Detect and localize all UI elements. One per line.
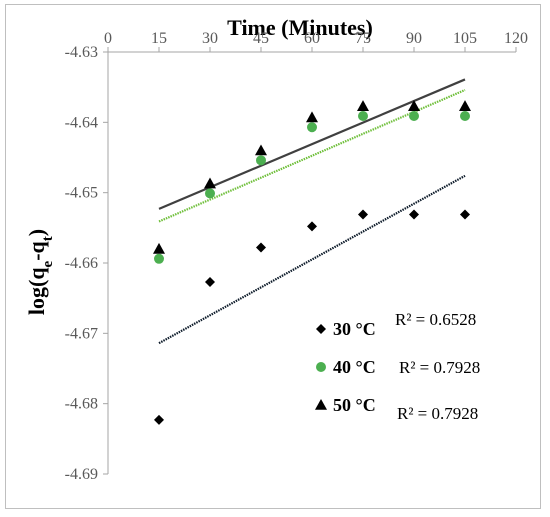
data-point-series-3	[255, 144, 267, 156]
trendline-3	[158, 78, 466, 210]
data-point-series-2	[154, 253, 164, 264]
y-label-mid: -q	[24, 240, 49, 260]
legend-label-1: 30 °C	[333, 319, 376, 339]
data-point-series-3	[306, 111, 318, 123]
y-tick-label: -4.67	[65, 325, 98, 342]
x-tick-label: 120	[504, 30, 528, 47]
data-point-series-1	[256, 242, 266, 253]
y-label-base: log(q	[24, 267, 49, 315]
data-point-series-2	[358, 111, 368, 122]
y-label-end: )	[24, 229, 49, 236]
data-point-series-3	[204, 177, 216, 189]
r-squared-label-3: R² = 0.7928	[397, 404, 478, 423]
legend-marker-3	[315, 399, 327, 410]
y-tick-label: -4.63	[65, 44, 98, 61]
data-point-series-1	[460, 209, 470, 220]
axes: 0 15 30 45 60 75 90 105 120 -4.63 -4.64 -4.65 -4.66 -…	[65, 30, 528, 483]
legend-marker-1	[316, 324, 326, 334]
data-point-series-1	[154, 414, 164, 425]
chart-title: Time (Minutes)	[227, 15, 373, 40]
x-tick-label: 75	[355, 30, 371, 47]
y-label-sub-e: e	[40, 260, 56, 267]
data-point-series-1	[409, 209, 419, 220]
legend: 30 °C R² = 0.6528 40 °C R² = 0.7928 50 °C R² …	[315, 310, 480, 423]
x-tick-label: 0	[104, 30, 112, 47]
data-point-series-2	[460, 111, 470, 122]
data-point-series-3	[153, 242, 165, 254]
r-squared-label-2: R² = 0.7928	[399, 358, 480, 377]
data-point-series-2	[307, 122, 317, 133]
data-point-series-2	[409, 111, 419, 122]
y-tick-label: -4.64	[65, 114, 98, 131]
data-point-series-1	[358, 209, 368, 220]
y-tick-label: -4.66	[65, 255, 98, 272]
x-tick-label: 30	[202, 30, 218, 47]
data-point-series-3	[357, 100, 369, 111]
y-label-sub-t: t	[40, 236, 56, 241]
legend-label-3: 50 °C	[333, 395, 376, 415]
data-point-series-2	[256, 155, 266, 166]
x-tick-label: 90	[406, 30, 422, 47]
trendline-1	[158, 174, 466, 345]
data-point-series-3	[459, 100, 471, 111]
y-tick-label: -4.65	[65, 185, 98, 202]
data-point-series-1	[307, 221, 317, 232]
chart-frame	[5, 4, 541, 509]
y-tick-label: -4.69	[65, 466, 98, 483]
r-squared-label-1: R² = 0.6528	[395, 310, 476, 329]
legend-marker-2	[316, 362, 326, 372]
x-tick-label: 105	[453, 30, 477, 47]
legend-label-2: 40 °C	[333, 357, 376, 377]
data-point-series-3	[408, 100, 420, 111]
y-axis-label: log(qe-qt)	[24, 229, 56, 315]
data-point-series-1	[205, 276, 215, 287]
x-tick-label: 45	[253, 30, 269, 47]
x-tick-label: 15	[151, 30, 167, 47]
y-tick-label: -4.68	[65, 396, 98, 413]
data-point-series-2	[205, 188, 215, 199]
x-tick-label: 60	[304, 30, 320, 47]
data-markers	[153, 100, 471, 425]
